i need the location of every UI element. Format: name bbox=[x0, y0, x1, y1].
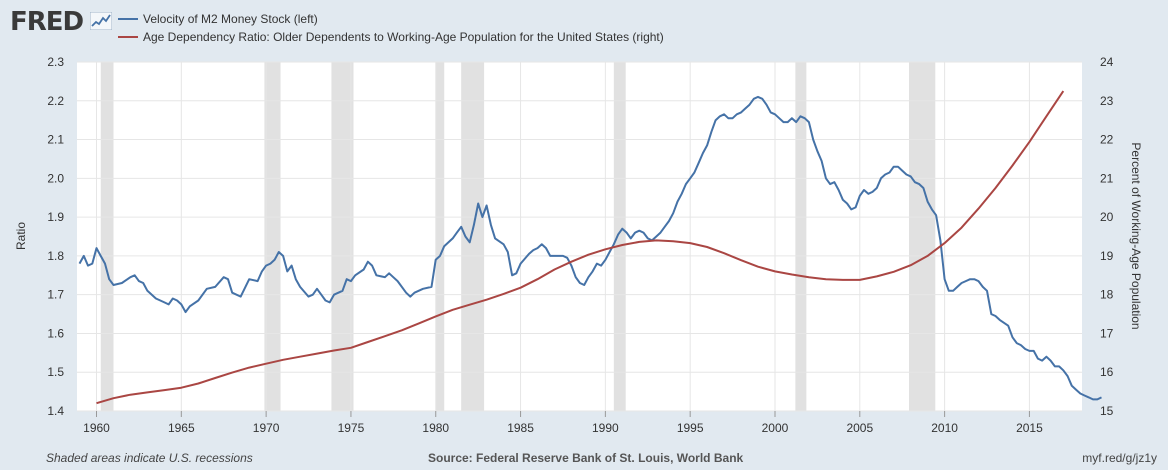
x-tick-label: 1995 bbox=[677, 421, 704, 435]
series-lines bbox=[78, 90, 1102, 405]
right-axis-title: Percent of Working-Age Population bbox=[1129, 142, 1143, 329]
legend-swatch bbox=[118, 36, 138, 38]
right-tick-label: 15 bbox=[1100, 404, 1114, 418]
short-link[interactable]: myf.red/g/jz1y bbox=[1082, 451, 1157, 465]
right-y-axis: 15 16 17 18 19 20 21 22 23 24 bbox=[1100, 55, 1114, 418]
recession-band bbox=[100, 62, 114, 411]
recession-band bbox=[264, 62, 281, 411]
legend-item-age-dependency[interactable]: Age Dependency Ratio: Older Dependents t… bbox=[118, 28, 664, 46]
recession-note: Shaded areas indicate U.S. recessions bbox=[46, 451, 253, 465]
right-tick-label: 17 bbox=[1100, 326, 1114, 340]
legend-label: Velocity of M2 Money Stock (left) bbox=[143, 12, 318, 26]
right-tick-label: 20 bbox=[1100, 210, 1114, 224]
recession-band bbox=[461, 62, 485, 411]
recession-band bbox=[331, 62, 354, 411]
left-tick-label: 1.7 bbox=[47, 288, 64, 302]
right-tick-label: 18 bbox=[1100, 288, 1114, 302]
left-tick-label: 1.5 bbox=[47, 365, 64, 379]
x-tick-label: 1960 bbox=[83, 421, 110, 435]
right-tick-label: 24 bbox=[1100, 55, 1114, 69]
fred-logo[interactable]: FRED bbox=[10, 7, 84, 37]
gridlines bbox=[77, 61, 1082, 412]
left-tick-label: 1.8 bbox=[47, 249, 64, 263]
legend-label: Age Dependency Ratio: Older Dependents t… bbox=[143, 30, 664, 44]
left-tick-label: 2.2 bbox=[47, 94, 64, 108]
x-tick-label: 1970 bbox=[253, 421, 280, 435]
left-tick-label: 1.6 bbox=[47, 326, 64, 340]
left-tick-label: 2.1 bbox=[47, 133, 64, 147]
x-tick-label: 2005 bbox=[846, 421, 873, 435]
sparkline-chart-icon bbox=[90, 12, 112, 30]
right-tick-label: 16 bbox=[1100, 365, 1114, 379]
x-tick-label: 2015 bbox=[1016, 421, 1043, 435]
series-velocity-line bbox=[78, 95, 1102, 401]
recession-band bbox=[435, 62, 445, 411]
left-y-axis: 1.4 1.5 1.6 1.7 1.8 1.9 2.0 2.1 2.2 2.3 bbox=[47, 55, 64, 418]
x-tick-label: 1980 bbox=[422, 421, 449, 435]
left-tick-label: 2.0 bbox=[47, 171, 64, 185]
source-note: Source: Federal Reserve Bank of St. Loui… bbox=[428, 451, 744, 465]
right-tick-label: 23 bbox=[1100, 94, 1114, 108]
x-tick-label: 2000 bbox=[762, 421, 789, 435]
legend-item-velocity[interactable]: Velocity of M2 Money Stock (left) bbox=[118, 10, 664, 28]
recession-band bbox=[613, 62, 626, 411]
x-tick-label: 1985 bbox=[507, 421, 534, 435]
left-tick-label: 1.9 bbox=[47, 210, 64, 224]
x-tick-label: 1975 bbox=[338, 421, 365, 435]
x-axis: 1960 1965 1970 1975 1980 1985 1990 1995 2000 2005… bbox=[83, 411, 1043, 435]
legend: Velocity of M2 Money Stock (left) Age De… bbox=[118, 10, 664, 46]
left-tick-label: 1.4 bbox=[47, 404, 64, 418]
series-age-dependency-line bbox=[96, 90, 1065, 405]
recession-band bbox=[795, 62, 807, 411]
right-tick-label: 22 bbox=[1100, 133, 1114, 147]
right-tick-label: 19 bbox=[1100, 249, 1114, 263]
legend-swatch bbox=[118, 18, 138, 20]
x-tick-label: 1990 bbox=[592, 421, 619, 435]
right-tick-label: 21 bbox=[1100, 171, 1114, 185]
x-tick-label: 2010 bbox=[931, 421, 958, 435]
x-tick-label: 1965 bbox=[168, 421, 195, 435]
recession-shading bbox=[100, 62, 936, 411]
left-tick-label: 2.3 bbox=[47, 55, 64, 69]
recession-band bbox=[908, 62, 936, 411]
left-axis-title: Ratio bbox=[14, 222, 28, 250]
